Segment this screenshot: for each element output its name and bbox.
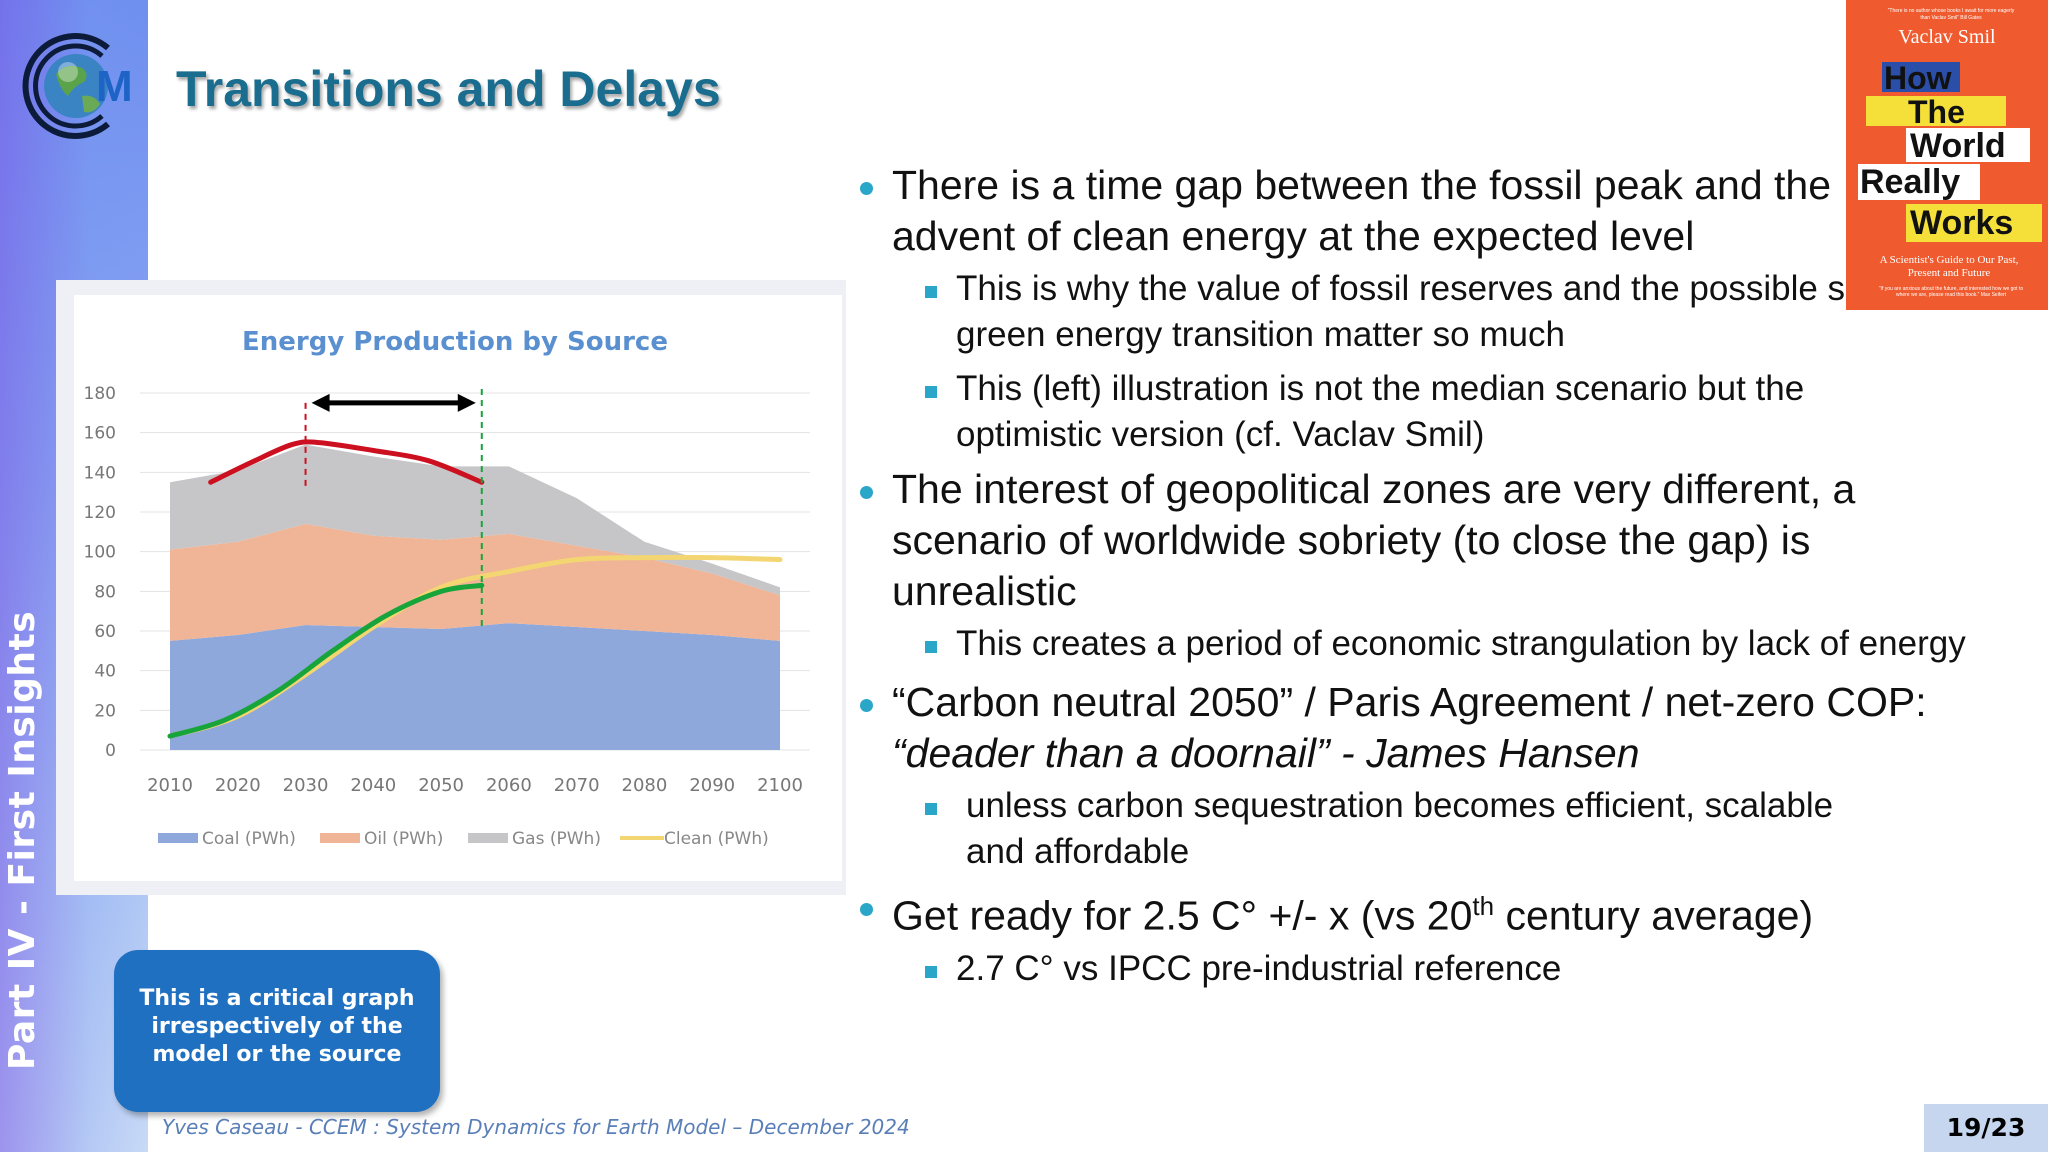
chart-legend: Coal (PWh) Oil (PWh) Gas (PWh) Clean (PWh) bbox=[158, 829, 769, 849]
book-subtitle: A Scientist's Guide to Our Past, Present… bbox=[1879, 254, 2019, 279]
section-label: Part IV - First Insights bbox=[2, 610, 43, 1070]
sub-bullet-square bbox=[925, 803, 937, 815]
book-title-the bbox=[1866, 96, 2006, 126]
bullet-dot bbox=[860, 699, 873, 712]
bullet-dot bbox=[860, 182, 873, 195]
sub-bullet-3a-text: unless carbon sequestration becomes effi… bbox=[966, 786, 1834, 871]
y-tick-label: 80 bbox=[94, 582, 116, 602]
callout-text: This is a critical graph irrespectively … bbox=[139, 986, 415, 1067]
callout-box bbox=[114, 950, 440, 1112]
book-word-2: The bbox=[1908, 94, 1965, 130]
logo-letter: M bbox=[96, 62, 133, 111]
y-tick-label: 60 bbox=[94, 622, 116, 642]
book-quote: “If you are anxious about the future, an… bbox=[1878, 286, 2024, 298]
page-number: 19/23 bbox=[1924, 1104, 2048, 1152]
book-cover: “There is no author whose books I await … bbox=[1846, 0, 2048, 310]
sub-bullet-4a: 2.7 C° vs IPCC pre-industrial reference bbox=[852, 946, 1996, 992]
y-tick-label: 140 bbox=[84, 463, 116, 483]
x-tick-label: 2070 bbox=[554, 775, 600, 796]
legend-label: Clean (PWh) bbox=[664, 829, 769, 849]
globe-logo-icon: M bbox=[22, 33, 133, 139]
bullet-1-text: There is a time gap between the fossil p… bbox=[892, 162, 1832, 259]
bullet-3: “Carbon neutral 2050” / Paris Agreement … bbox=[852, 677, 2012, 779]
book-title-works bbox=[1906, 204, 2042, 242]
bullet-4-text-end: century average) bbox=[1494, 892, 1814, 939]
sub-bullet-2a-text: This creates a period of economic strang… bbox=[956, 624, 1966, 663]
y-tick-label: 20 bbox=[94, 701, 116, 721]
x-tick-label: 2100 bbox=[757, 775, 803, 796]
area-oil bbox=[170, 523, 780, 641]
sub-bullet-1a-text: This is why the value of fossil reserves… bbox=[956, 269, 1962, 354]
sub-bullet-3a: unless carbon sequestration becomes effi… bbox=[852, 783, 1866, 875]
x-axis-labels: 2010 2020 2030 2040 2050 2060 2070 2080 2090 2100 bbox=[147, 775, 803, 796]
y-tick-label: 120 bbox=[84, 503, 116, 523]
fossil-peak-curve bbox=[208, 439, 485, 485]
area-gas bbox=[170, 444, 780, 596]
y-tick-label: 180 bbox=[84, 384, 116, 404]
legend-label: Coal (PWh) bbox=[202, 829, 296, 849]
x-tick-label: 2020 bbox=[215, 775, 261, 796]
y-tick-label: 160 bbox=[84, 424, 116, 444]
energy-production-chart: 180 160 140 120 100 80 60 40 20 0 2010 2020 2030 204… bbox=[84, 327, 810, 849]
y-tick-label: 100 bbox=[84, 543, 116, 563]
x-tick-label: 2090 bbox=[689, 775, 735, 796]
y-tick-label: 40 bbox=[94, 662, 116, 682]
book-word-3: World bbox=[1910, 127, 2006, 165]
legend-swatch bbox=[158, 833, 198, 843]
book-title-world bbox=[1906, 128, 2030, 162]
legend-label: Gas (PWh) bbox=[512, 829, 601, 849]
clean-growth-curve bbox=[167, 582, 485, 739]
sub-bullet-square bbox=[925, 641, 937, 653]
book-title-how bbox=[1882, 62, 1960, 92]
y-tick-label: 0 bbox=[105, 741, 116, 761]
x-tick-label: 2040 bbox=[350, 775, 396, 796]
bullet-4-text: Get ready for 2.5 C° +/- x (vs 20 bbox=[892, 892, 1473, 939]
sub-bullet-4a-text: 2.7 C° vs IPCC pre-industrial reference bbox=[956, 948, 1562, 988]
bullet-list: There is a time gap between the fossil p… bbox=[852, 160, 2012, 992]
x-tick-label: 2030 bbox=[283, 775, 329, 796]
sub-bullet-1a: This is why the value of fossil reserves… bbox=[852, 266, 1996, 358]
bullet-dot bbox=[860, 903, 873, 916]
x-tick-label: 2080 bbox=[622, 775, 668, 796]
bullet-2-text: The interest of geopolitical zones are v… bbox=[892, 466, 1856, 614]
sub-bullet-square bbox=[925, 386, 937, 398]
book-word-1: How bbox=[1884, 60, 1952, 96]
book-blurb: “There is no author whose books I await … bbox=[1887, 8, 2015, 21]
legend-label: Oil (PWh) bbox=[364, 829, 443, 849]
legend-swatch bbox=[468, 833, 508, 843]
page-title: Transitions and Delays bbox=[176, 61, 721, 117]
area-coal bbox=[170, 623, 780, 750]
legend-swatch bbox=[320, 833, 360, 843]
book-title-really bbox=[1858, 164, 1980, 200]
book-word-4: Really bbox=[1860, 163, 1961, 201]
sub-bullet-square bbox=[925, 286, 937, 298]
book-author: Vaclav Smil bbox=[1898, 26, 1996, 48]
book-word-5: Works bbox=[1910, 204, 2014, 242]
y-axis-labels: 180 160 140 120 100 80 60 40 20 0 bbox=[84, 384, 116, 761]
sub-bullet-2a: This creates a period of economic strang… bbox=[852, 621, 1996, 667]
x-tick-label: 2060 bbox=[486, 775, 532, 796]
sub-bullet-1b-text: This (left) illustration is not the medi… bbox=[956, 369, 1805, 454]
gap-arrow-right-head bbox=[457, 393, 476, 412]
x-tick-label: 2010 bbox=[147, 775, 193, 796]
chart-title: Energy Production by Source bbox=[242, 327, 668, 357]
bullet-3-text: “Carbon neutral 2050” / Paris Agreement … bbox=[892, 679, 1927, 725]
bullet-3-quote: “deader than a doornail” - James Hansen bbox=[892, 730, 1640, 776]
sub-bullet-square bbox=[925, 965, 937, 978]
chart-areas bbox=[170, 444, 780, 750]
bullet-1: There is a time gap between the fossil p… bbox=[852, 160, 1852, 262]
gap-arrow-left-head bbox=[311, 393, 330, 412]
bullet-dot bbox=[860, 486, 873, 499]
chart-lines bbox=[167, 389, 783, 739]
bullet-2: The interest of geopolitical zones are v… bbox=[852, 464, 1972, 617]
bullet-4: Get ready for 2.5 C° +/- x (vs 20th cent… bbox=[852, 881, 2012, 942]
sub-bullet-1b: This (left) illustration is not the medi… bbox=[852, 366, 1836, 458]
bullet-4-sup: th bbox=[1472, 891, 1495, 921]
x-tick-label: 2050 bbox=[418, 775, 464, 796]
footer-text: Yves Caseau - CCEM : System Dynamics for… bbox=[162, 1115, 910, 1139]
